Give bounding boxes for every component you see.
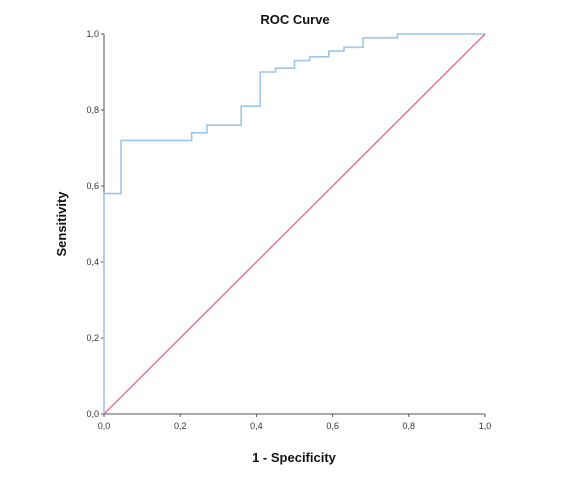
y-axis-title: Sensitivity — [54, 191, 69, 257]
roc-curve-line — [103, 33, 485, 414]
reference-diagonal-line — [103, 33, 486, 415]
x-tick-label: 0,2 — [174, 421, 187, 431]
y-tick-label: 1,0 — [86, 29, 99, 39]
y-tick-label: 0,6 — [86, 181, 99, 191]
y-tick-label: 0,4 — [86, 257, 99, 267]
x-tick-label: 0,6 — [326, 421, 339, 431]
tick-labels: 0,0 0,2 0,4 0,6 0,8 1,0 0,0 0,2 0,4 0,6 0,8 1,0 — [86, 29, 491, 431]
y-tick-label: 0,8 — [86, 105, 99, 115]
y-tick-label: 0,0 — [86, 409, 99, 419]
y-tick-label: 0,2 — [86, 333, 99, 343]
series-layer — [103, 33, 486, 415]
x-tick-label: 0,8 — [403, 421, 416, 431]
x-tick-label: 0,4 — [250, 421, 263, 431]
x-axis-title: 1 - Specificity — [252, 450, 337, 465]
chart-title: ROC Curve — [260, 12, 329, 27]
x-tick-label: 0,0 — [98, 421, 111, 431]
x-tick-label: 1,0 — [479, 421, 492, 431]
